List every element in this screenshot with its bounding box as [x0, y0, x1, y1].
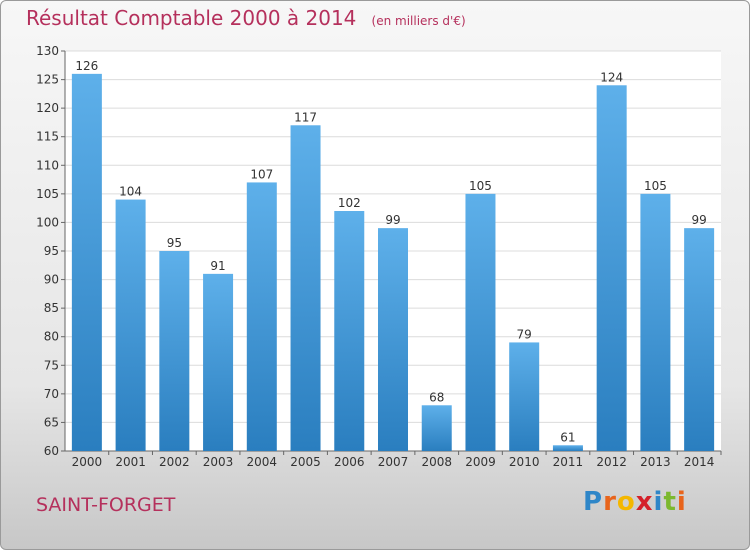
data-label: 91	[210, 259, 225, 273]
y-tick-label: 125	[36, 73, 59, 87]
x-tick-label: 2002	[159, 455, 190, 469]
logo-letter: i	[653, 487, 664, 517]
data-label: 95	[167, 236, 182, 250]
data-label: 99	[385, 213, 400, 227]
bar	[552, 445, 583, 451]
logo-letter: r	[603, 487, 617, 517]
y-tick-label: 115	[36, 130, 59, 144]
bar	[290, 125, 321, 452]
data-label: 107	[250, 167, 273, 181]
data-label: 104	[119, 185, 142, 199]
bar	[596, 85, 627, 452]
logo-letter: x	[635, 487, 654, 517]
y-tick-label: 70	[44, 387, 59, 401]
bar	[421, 405, 452, 451]
y-tick-label: 85	[44, 301, 59, 315]
y-tick-label: 130	[36, 44, 59, 58]
data-label: 117	[294, 110, 317, 124]
bar	[509, 342, 540, 451]
bar	[246, 182, 277, 451]
x-tick-label: 2012	[596, 455, 627, 469]
x-tick-label: 2005	[290, 455, 321, 469]
logo-letter: o	[616, 487, 636, 517]
logo-letter: i	[676, 487, 687, 517]
y-tick-label: 100	[36, 215, 59, 229]
data-label: 68	[429, 390, 444, 404]
y-tick-label: 60	[44, 444, 59, 458]
logo-letter: t	[663, 487, 677, 517]
x-tick-label: 2013	[640, 455, 671, 469]
y-tick-label: 105	[36, 187, 59, 201]
bar	[71, 73, 102, 451]
bar	[378, 228, 408, 451]
y-tick-label: 80	[44, 330, 59, 344]
x-tick-label: 2014	[684, 455, 715, 469]
bar	[640, 193, 671, 451]
data-label: 79	[517, 327, 532, 341]
unit-note: (en milliers d'€)	[371, 14, 466, 28]
y-tick-label: 110	[36, 158, 59, 172]
x-tick-label: 2001	[115, 455, 146, 469]
bar	[334, 211, 365, 451]
x-tick-label: 2006	[334, 455, 365, 469]
x-tick-label: 2000	[72, 455, 103, 469]
bar	[684, 228, 715, 451]
data-label: 105	[469, 179, 492, 193]
y-tick-label: 75	[44, 358, 59, 372]
x-tick-label: 2003	[203, 455, 234, 469]
data-label: 124	[600, 70, 623, 84]
bar	[465, 193, 496, 451]
bar	[203, 273, 234, 451]
x-tick-label: 2008	[421, 455, 452, 469]
title-row: Résultat Comptable 2000 à 2014 (en milli…	[26, 6, 466, 30]
x-tick-label: 2009	[465, 455, 496, 469]
y-tick-label: 95	[44, 244, 59, 258]
x-tick-label: 2007	[378, 455, 409, 469]
data-label: 61	[560, 430, 575, 444]
x-tick-label: 2004	[247, 455, 278, 469]
data-label: 99	[691, 213, 706, 227]
x-tick-label: 2011	[553, 455, 584, 469]
x-tick-label: 2010	[509, 455, 540, 469]
chart-title: Résultat Comptable 2000 à 2014	[26, 6, 357, 30]
data-label: 105	[644, 179, 667, 193]
proxiti-logo: Proxiti	[583, 487, 687, 517]
bar	[115, 199, 146, 451]
commune-name: SAINT-FORGET	[36, 494, 176, 516]
data-label: 102	[338, 196, 361, 210]
y-tick-label: 90	[44, 273, 59, 287]
y-tick-label: 65	[44, 415, 59, 429]
y-tick-label: 120	[36, 101, 59, 115]
logo-letter: P	[583, 487, 604, 517]
bar	[159, 251, 190, 451]
data-label: 126	[75, 59, 98, 73]
